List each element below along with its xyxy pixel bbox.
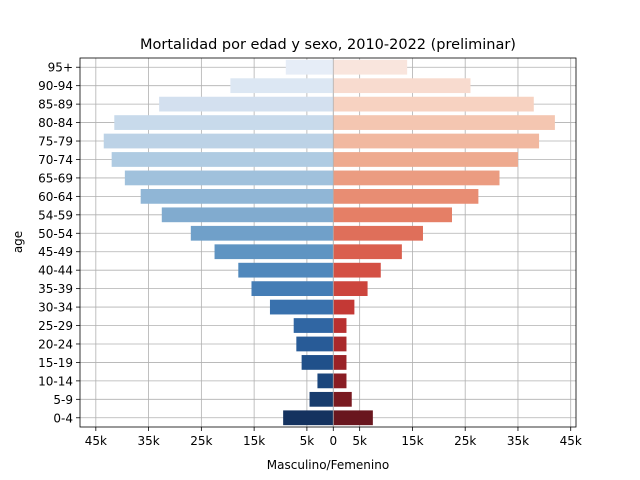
male-bar — [309, 391, 334, 407]
female-bar — [333, 299, 355, 315]
y-tick-label: 20-24 — [38, 337, 73, 351]
female-bar — [333, 373, 347, 389]
female-bar — [333, 115, 555, 130]
y-tick-label: 80-84 — [38, 116, 73, 130]
male-bar — [283, 410, 334, 426]
y-axis-label: age — [11, 231, 25, 253]
bars — [103, 59, 555, 426]
male-bar — [159, 96, 334, 112]
male-bar — [238, 262, 334, 278]
female-bar — [333, 262, 381, 278]
male-bar — [285, 59, 334, 75]
female-bar — [333, 355, 347, 370]
y-tick-label: 95+ — [48, 61, 73, 75]
female-bar — [333, 244, 402, 260]
female-bar — [333, 133, 540, 149]
male-bar — [190, 225, 334, 241]
y-tick-label: 10-14 — [38, 374, 73, 388]
y-tick-label: 40-44 — [38, 264, 73, 278]
x-tick-label: 25k — [190, 434, 212, 448]
female-bar — [333, 96, 534, 112]
x-tick-label: 25k — [454, 434, 476, 448]
female-bar — [333, 336, 347, 352]
male-bar — [214, 244, 334, 260]
y-tick-label: 25-29 — [38, 319, 73, 333]
male-bar — [293, 318, 334, 333]
y-tick-label: 30-34 — [38, 301, 73, 315]
female-bar — [333, 170, 500, 186]
female-bar — [333, 59, 408, 75]
y-tick-label: 70-74 — [38, 153, 73, 167]
female-bar — [333, 207, 452, 223]
male-bar — [230, 78, 334, 94]
male-bar — [111, 152, 334, 167]
y-tick-label: 45-49 — [38, 245, 73, 259]
y-tick-label: 50-54 — [38, 227, 73, 241]
female-bar — [333, 281, 368, 297]
y-tick-label: 75-79 — [38, 135, 73, 149]
x-tick-labels: 45k 35k 25k 15k 5k 0 5k 15k 25k 35k 45k — [85, 434, 582, 448]
x-tick-label: 45k — [560, 434, 582, 448]
x-tick-label: 0 — [329, 434, 337, 448]
female-bar — [333, 188, 479, 204]
x-tick-label: 15k — [401, 434, 423, 448]
male-bar — [317, 373, 334, 389]
y-tick-label: 5-9 — [53, 393, 73, 407]
female-bar — [333, 152, 518, 167]
female-bar — [333, 78, 471, 94]
x-tick-label: 5k — [300, 434, 315, 448]
female-bar — [333, 410, 373, 426]
x-tick-label: 45k — [85, 434, 107, 448]
y-tick-labels: 95+ 90-94 85-89 80-84 75-79 70-74 65-69 60-64 54… — [38, 61, 73, 426]
male-bar — [296, 336, 334, 352]
x-tick-label: 35k — [507, 434, 529, 448]
y-tick-label: 0-4 — [53, 411, 73, 425]
chart-title: Mortalidad por edad y sexo, 2010-2022 (p… — [140, 37, 516, 53]
male-bar — [103, 133, 334, 149]
y-tick-label: 15-19 — [38, 356, 73, 370]
male-bar — [124, 170, 334, 186]
male-bar — [114, 115, 334, 130]
male-bar — [301, 355, 334, 370]
female-bar — [333, 318, 347, 333]
male-bar — [140, 188, 334, 204]
y-tick-label: 54-59 — [38, 208, 73, 222]
y-tick-label: 85-89 — [38, 98, 73, 112]
male-bar — [269, 299, 334, 315]
y-tick-label: 65-69 — [38, 171, 73, 185]
plot-frame — [79, 57, 577, 428]
x-tick-label: 15k — [243, 434, 265, 448]
female-bar — [333, 391, 352, 407]
y-tick-label: 60-64 — [38, 190, 73, 204]
y-tick-label: 35-39 — [38, 282, 73, 296]
x-tick-label: 35k — [137, 434, 159, 448]
female-bar — [333, 225, 423, 241]
y-tick-label: 90-94 — [38, 79, 73, 93]
x-tick-label: 5k — [352, 434, 367, 448]
male-bar — [251, 281, 334, 297]
male-bar — [161, 207, 334, 223]
axes — [76, 57, 577, 431]
x-axis-label: Masculino/Femenino — [267, 458, 389, 472]
